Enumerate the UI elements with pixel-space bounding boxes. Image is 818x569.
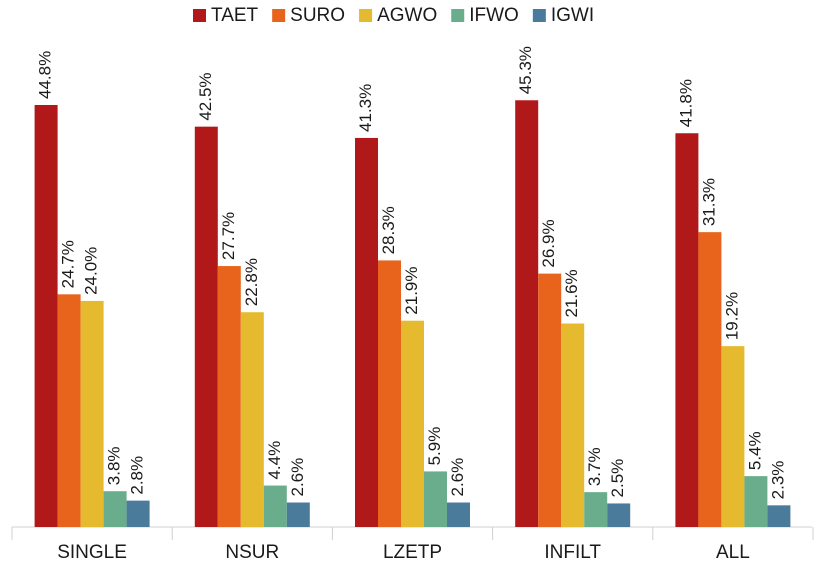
legend-label: AGWO	[377, 5, 437, 26]
x-tick-label: SINGLE	[57, 542, 127, 563]
data-label: 19.2%	[722, 292, 741, 340]
data-label: 28.3%	[379, 206, 398, 254]
data-label: 31.3%	[699, 178, 718, 226]
bar	[561, 323, 585, 527]
data-label: 4.4%	[265, 441, 284, 480]
bar	[217, 266, 241, 527]
data-label: 41.8%	[676, 79, 695, 127]
bar	[80, 300, 104, 527]
legend-swatch	[193, 9, 206, 22]
bar	[286, 502, 310, 527]
legend-swatch	[359, 9, 373, 22]
data-label: 42.5%	[196, 72, 215, 120]
bar	[424, 471, 447, 527]
data-label: 2.6%	[448, 458, 467, 497]
data-label: 44.8%	[36, 51, 55, 99]
data-label: 24.7%	[59, 240, 78, 288]
legend-label: IFWO	[469, 5, 519, 26]
legend-swatch	[451, 9, 465, 22]
bar	[57, 294, 81, 527]
bar	[767, 505, 791, 527]
data-label: 3.8%	[105, 446, 124, 485]
data-label: 41.3%	[356, 84, 375, 132]
bar	[447, 502, 470, 527]
bar	[355, 137, 378, 528]
bar	[378, 260, 401, 527]
bar	[721, 346, 745, 527]
data-label: 2.3%	[768, 461, 787, 500]
bar	[607, 503, 631, 527]
bar	[744, 476, 768, 527]
data-label: 24.0%	[82, 247, 101, 295]
legend-label: IGWI	[551, 5, 594, 26]
data-label: 27.7%	[219, 212, 238, 260]
legend-label: TAET	[211, 5, 259, 26]
bar	[515, 100, 539, 528]
data-label: 21.6%	[562, 269, 581, 317]
data-label: 5.9%	[425, 427, 444, 466]
data-label: 5.4%	[745, 431, 764, 470]
bar	[103, 491, 127, 527]
bar	[675, 133, 699, 527]
data-label: 2.6%	[288, 458, 307, 497]
x-tick-label: NSUR	[225, 542, 279, 563]
data-label: 22.8%	[242, 258, 261, 306]
bar	[698, 232, 722, 528]
x-tick-label: LZETP	[383, 542, 442, 563]
bar	[240, 312, 264, 527]
data-label: 2.5%	[608, 459, 627, 498]
data-label: 21.9%	[402, 266, 421, 314]
bar	[194, 126, 218, 528]
bar	[401, 320, 424, 527]
data-label: 26.9%	[539, 219, 558, 267]
bar	[538, 273, 562, 527]
x-tick-label: INFILT	[544, 542, 601, 563]
data-label: 3.7%	[585, 447, 604, 486]
data-label: 2.8%	[128, 456, 147, 495]
x-tick-label: ALL	[716, 542, 750, 563]
bar	[126, 500, 150, 527]
legend-label: SURO	[290, 5, 345, 26]
bar	[34, 104, 58, 527]
data-label: 45.3%	[516, 46, 535, 94]
bar	[263, 485, 287, 527]
legend-swatch	[272, 9, 286, 22]
legend-swatch	[532, 9, 546, 22]
bar	[584, 492, 608, 527]
